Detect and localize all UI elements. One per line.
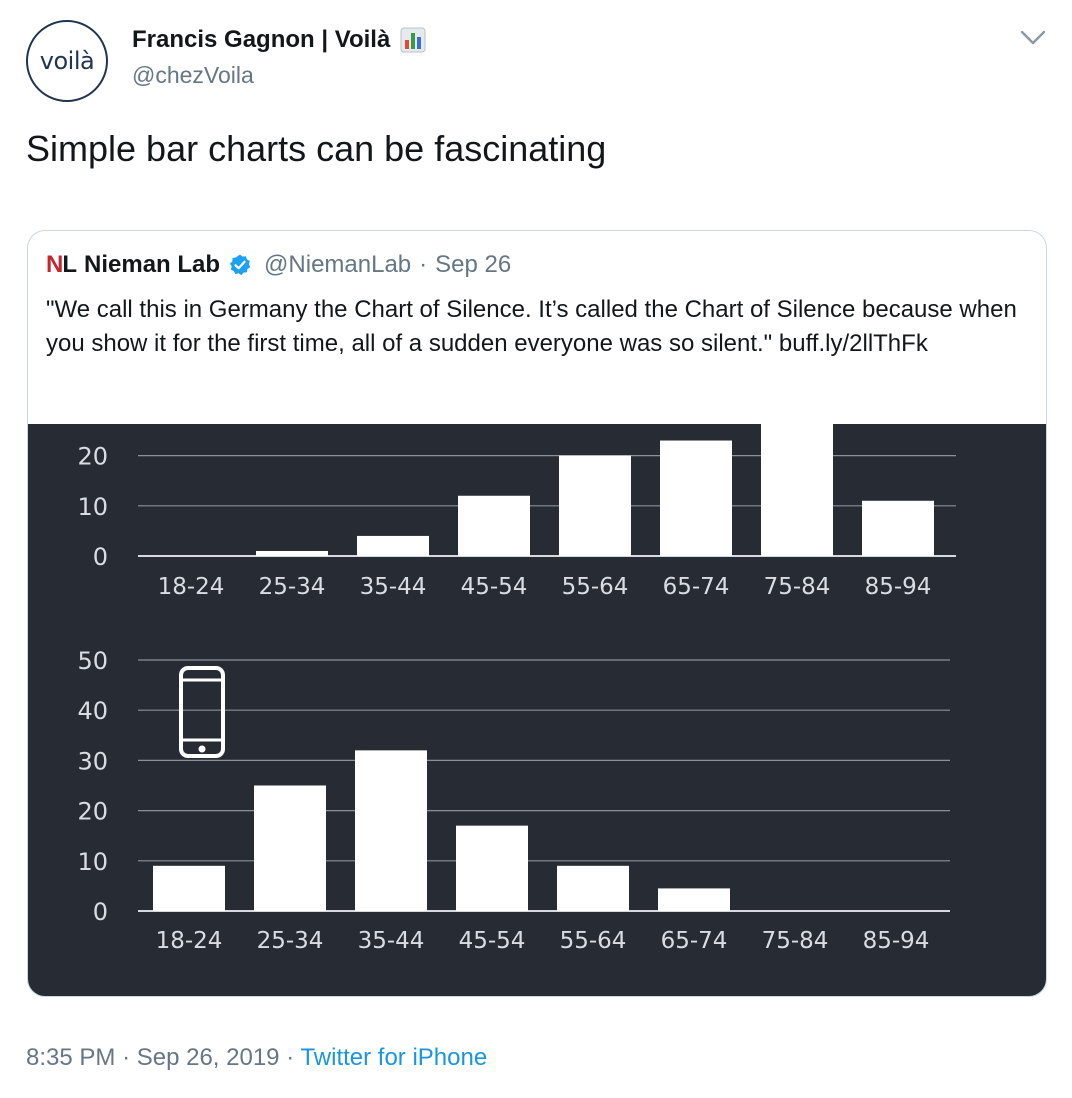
y-tick-label: 40 <box>77 697 108 725</box>
x-tick-label: 75-84 <box>764 574 831 600</box>
y-tick-label: 0 <box>93 543 108 571</box>
footer-separator-1: · <box>122 1044 131 1071</box>
bar <box>456 825 528 911</box>
bar-charts: 0 10 20 18-24 25-34 35-44 45-54 55-64 65-74 75-84… <box>77 424 956 954</box>
bar <box>862 500 934 556</box>
bar <box>153 865 225 911</box>
author-handle[interactable]: @chezVoila <box>132 62 254 88</box>
meta-separator: · <box>419 251 428 278</box>
smartphone-icon <box>179 666 225 758</box>
x-tick-label: 65-74 <box>661 928 728 954</box>
y-tick-label: 10 <box>77 848 108 876</box>
bar <box>256 550 328 556</box>
y-tick-label: 50 <box>77 647 108 675</box>
x-tick-label: 45-54 <box>461 574 528 600</box>
nieman-lab-logo[interactable]: NL <box>46 251 77 279</box>
bar <box>355 750 427 911</box>
tweet-date[interactable]: Sep 26, 2019 <box>136 1044 280 1071</box>
x-tick-label: 25-34 <box>257 928 324 954</box>
quoted-handle[interactable]: @NiemanLab <box>264 251 412 278</box>
footer-separator-2: · <box>286 1044 295 1071</box>
x-tick-label: 18-24 <box>158 574 225 600</box>
x-tick-label: 35-44 <box>360 574 427 600</box>
quoted-author-name[interactable]: Nieman Lab <box>84 251 221 278</box>
quoted-date[interactable]: Sep 26 <box>435 251 512 278</box>
chevron-down-icon[interactable] <box>1018 26 1048 50</box>
bar <box>458 495 530 556</box>
bar-chart-emoji-icon <box>400 27 426 53</box>
bar <box>557 865 629 911</box>
tweet-time[interactable]: 8:35 PM <box>26 1044 116 1071</box>
x-tick-label: 55-64 <box>562 574 629 600</box>
x-tick-label: 35-44 <box>358 928 425 954</box>
bar <box>658 888 730 911</box>
y-tick-label: 10 <box>77 493 108 521</box>
quoted-tweet-header: NL Nieman Lab @NiemanLab · Sep 26 <box>46 251 511 279</box>
y-tick-label: 20 <box>77 798 108 826</box>
tweet-text: Simple bar charts can be fascinating <box>26 128 607 169</box>
author-name-text: Francis Gagnon | Voilà <box>132 26 391 53</box>
bar <box>357 535 429 556</box>
quoted-tweet-text: "We call this in Germany the Chart of Si… <box>46 296 1017 357</box>
x-tick-label: 75-84 <box>762 928 829 954</box>
logo-letter-l: L <box>62 251 77 278</box>
logo-letter-n: N <box>46 251 63 278</box>
x-tick-label: 25-34 <box>259 574 326 600</box>
bar <box>660 440 732 556</box>
tweet-source-link[interactable]: Twitter for iPhone <box>300 1044 488 1071</box>
y-tick-label: 0 <box>93 898 108 926</box>
author-name[interactable]: Francis Gagnon | Voilà <box>132 26 426 54</box>
x-tick-label: 18-24 <box>156 928 223 954</box>
x-tick-label: 55-64 <box>560 928 627 954</box>
tweet-footer: 8:35 PM · Sep 26, 2019 · Twitter for iPh… <box>26 1044 487 1072</box>
x-tick-label: 85-94 <box>865 574 932 600</box>
x-tick-label: 45-54 <box>459 928 526 954</box>
bar <box>761 424 833 556</box>
verified-badge-icon <box>229 254 251 276</box>
avatar[interactable]: voilà <box>26 20 108 102</box>
bar <box>559 455 631 556</box>
bar <box>254 785 326 911</box>
x-tick-label: 85-94 <box>863 928 930 954</box>
y-tick-label: 30 <box>77 747 108 775</box>
chart-image[interactable]: 0 10 20 18-24 25-34 35-44 45-54 55-64 65-74 75-84… <box>28 424 1046 996</box>
x-tick-label: 65-74 <box>663 574 730 600</box>
avatar-logo-text: voilà <box>39 47 95 75</box>
quoted-tweet[interactable]: NL Nieman Lab @NiemanLab · Sep 26 "We ca… <box>27 230 1047 997</box>
y-tick-label: 20 <box>77 443 108 471</box>
